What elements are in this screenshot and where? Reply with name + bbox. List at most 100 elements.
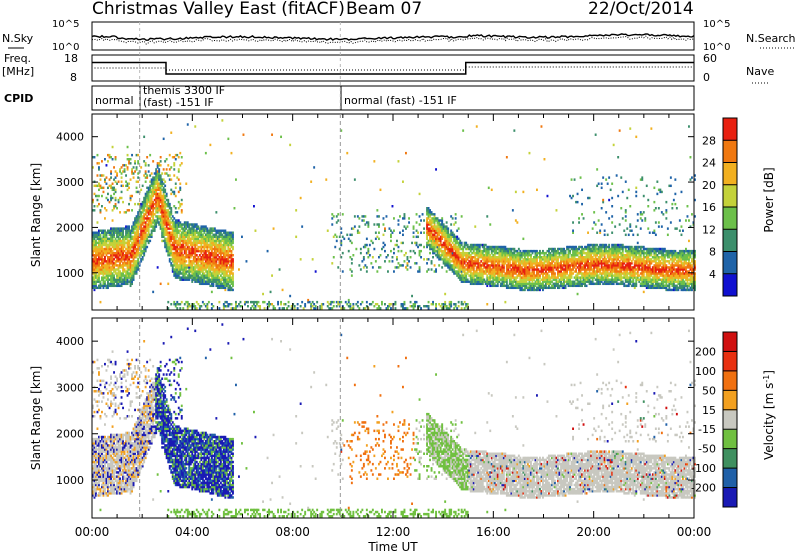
power-cell xyxy=(415,241,418,245)
power-cell xyxy=(120,243,123,247)
power-cell xyxy=(203,239,206,243)
power-cell xyxy=(144,235,147,239)
power-cell xyxy=(122,262,125,265)
power-cell xyxy=(179,202,182,206)
power-cell xyxy=(545,260,547,263)
power-cell xyxy=(408,260,411,263)
power-cell xyxy=(167,243,170,247)
power-cell xyxy=(505,284,508,288)
power-cell xyxy=(126,245,129,249)
power-cell xyxy=(113,262,116,265)
power-cell xyxy=(486,245,489,249)
power-cell xyxy=(120,280,123,283)
power-cell xyxy=(450,264,453,267)
power-cell xyxy=(143,241,146,245)
power-cell xyxy=(200,237,203,241)
power-cell xyxy=(224,254,227,257)
power-cell xyxy=(215,254,218,257)
power-cell xyxy=(227,254,230,257)
power-cell xyxy=(143,196,146,200)
power-cell xyxy=(189,264,192,267)
power-cell xyxy=(517,268,520,271)
power-cell xyxy=(475,260,478,263)
power-cell xyxy=(116,207,119,210)
power-cell xyxy=(105,182,108,185)
power-cell xyxy=(174,225,177,228)
power-cell xyxy=(201,268,204,271)
power-cell xyxy=(549,268,552,271)
power-cell xyxy=(474,225,477,228)
power-cell xyxy=(152,184,155,188)
power-cell xyxy=(484,262,487,265)
power-cell xyxy=(403,215,406,218)
power-cell xyxy=(204,258,207,261)
power-cell xyxy=(171,221,174,224)
power-cell xyxy=(206,229,209,232)
power-cell xyxy=(180,251,183,255)
power-cell xyxy=(149,205,152,208)
power-cell xyxy=(126,260,129,263)
power-cell xyxy=(523,254,526,257)
power-cell xyxy=(200,241,203,245)
power-cell xyxy=(191,262,194,265)
power-cell xyxy=(98,266,100,269)
power-cell xyxy=(502,274,505,277)
power-cell xyxy=(390,249,392,253)
power-cell xyxy=(352,305,355,308)
power-cell xyxy=(198,276,201,279)
power-cell xyxy=(116,245,119,249)
power-cell xyxy=(444,262,447,265)
power-cell xyxy=(188,245,191,249)
power-cell xyxy=(435,225,438,228)
power-cell xyxy=(161,207,164,210)
power-cell xyxy=(203,274,206,277)
power-cell xyxy=(510,254,513,257)
power-cell xyxy=(551,249,553,253)
power-cell xyxy=(466,264,469,267)
power-cell xyxy=(516,256,519,259)
power-cell xyxy=(192,227,195,230)
power-cell xyxy=(105,247,108,251)
power-cell xyxy=(466,262,469,265)
power-cell xyxy=(533,288,535,292)
power-cell xyxy=(447,266,450,269)
power-cell xyxy=(545,258,547,261)
power-cell xyxy=(254,229,257,232)
power-cell xyxy=(162,217,165,220)
power-cell xyxy=(210,231,213,234)
power-cell xyxy=(122,233,125,237)
power-cell xyxy=(137,262,140,265)
power-cell xyxy=(101,284,103,288)
power-cell xyxy=(293,305,296,308)
power-cell xyxy=(498,258,501,261)
power-cell xyxy=(146,211,149,214)
power-cell xyxy=(170,211,173,214)
power-cell xyxy=(96,233,99,237)
power-cell xyxy=(462,258,465,261)
power-cell xyxy=(143,217,146,220)
power-cell xyxy=(110,184,113,188)
power-cell xyxy=(552,249,555,253)
power-cell xyxy=(171,219,174,222)
power-cell xyxy=(164,243,167,247)
power-cell xyxy=(98,286,100,290)
power-cell xyxy=(120,249,123,253)
power-cell xyxy=(162,186,165,190)
power-cell xyxy=(122,227,125,230)
power-cell xyxy=(406,264,409,267)
power-cell xyxy=(201,280,204,283)
power-cell xyxy=(144,229,147,232)
power-cell xyxy=(108,256,111,259)
power-cell xyxy=(451,266,454,269)
power-cell xyxy=(511,209,514,212)
power-cell xyxy=(451,233,454,237)
power-cell xyxy=(126,231,129,234)
power-cell xyxy=(155,196,158,200)
power-cell xyxy=(182,231,185,234)
power-cell xyxy=(481,264,484,267)
power-cell xyxy=(102,186,105,190)
power-cell xyxy=(426,237,429,241)
power-cell xyxy=(417,270,420,273)
power-cell xyxy=(415,262,418,265)
power-cell xyxy=(402,264,404,267)
